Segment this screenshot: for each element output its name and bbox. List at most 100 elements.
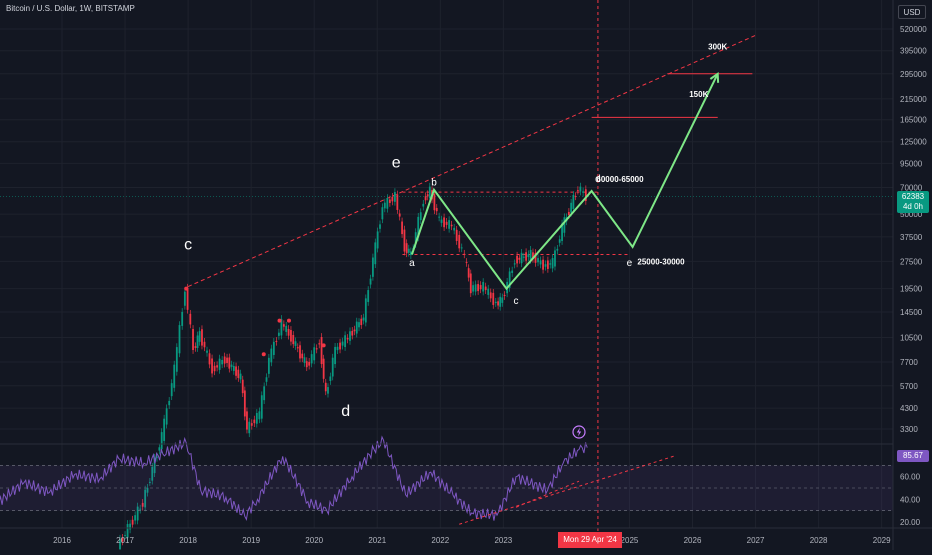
pivot-marker [184,286,189,291]
candle-body [396,194,399,210]
price-tick-label: 27500 [900,257,923,266]
price-tick-label: 50000 [900,210,923,219]
candle-body [499,296,502,307]
candle-body [305,361,308,368]
candle-body [440,219,443,223]
candle-body [218,358,221,370]
candle-body [151,466,154,481]
price-tick-label: 520000 [900,25,927,34]
candle-body [287,328,290,336]
candle-body [426,194,429,197]
candle-body [318,343,321,345]
price-tick-label: 215000 [900,95,927,104]
candle-body [148,481,151,483]
candle-body [181,311,184,326]
price-tick-label: 395000 [900,47,927,56]
projection-line [410,73,719,291]
swing-label: c [513,296,518,307]
candle-body [139,508,142,510]
candle-body [201,329,203,346]
price-tick-label: 37500 [900,233,923,242]
pivot-marker [286,318,291,323]
candle-body [163,418,166,441]
rsi-tick-label: 40.00 [900,495,921,504]
candle-body [158,447,161,451]
candle-body [576,190,579,192]
time-tick-label: 2025 [621,536,639,545]
candle-body [230,364,233,367]
candle-body [228,357,231,369]
candle-body [539,260,542,265]
rsi-tick-label: 60.00 [900,473,921,482]
lightning-icon[interactable] [572,425,586,439]
price-tick-label: 125000 [900,138,927,147]
candle-body [405,243,408,254]
candle-body [358,322,360,328]
candle-body [494,301,497,304]
candle-body [258,411,261,420]
rsi-tick-label: 20.00 [900,518,921,527]
candle-body [144,489,147,508]
candle-body [322,358,325,379]
candle-body [339,342,341,350]
candle-body [572,194,575,209]
price-tick-label: 7700 [900,358,918,367]
candle-body [398,213,401,217]
candle-body [424,196,427,201]
price-tick-label: 3300 [900,425,918,434]
candle-body [299,345,301,359]
last-price-badge: 62383 4d 0h [897,191,929,213]
price-tick-label: 5700 [900,382,918,391]
candle-body [463,253,466,255]
candle-body [156,456,158,458]
candle-body [546,260,549,269]
candle-body [383,202,386,209]
currency-button[interactable]: USD [898,5,926,19]
candle-body [453,227,456,231]
candle-body [290,329,292,342]
candle-body [450,224,453,227]
candle-body [211,358,213,374]
candle-body [334,346,336,365]
candle-body [308,361,311,366]
candle-body [529,249,532,260]
candle-body [313,347,316,361]
candle-body [248,421,251,434]
candle-body [501,297,504,303]
candle-body [294,341,297,347]
candle-body [516,255,518,264]
candle-body [364,298,367,323]
pivot-marker [277,318,282,323]
candle-body [409,251,412,256]
candle-body [492,292,495,305]
candle-body [134,515,137,521]
projection-arrowhead [709,71,720,83]
swing-label: d [595,174,601,185]
candle-body [226,357,228,364]
candle-body [534,252,537,263]
price-tick-label: 165000 [900,116,927,125]
candle-body [165,408,168,425]
candle-body [443,217,445,228]
candle-body [296,347,299,349]
candle-body [460,247,463,249]
candle-body [280,319,283,336]
candle-body [263,386,266,401]
swing-labels: c d e b a c d e 300K 150K 60000-65000 25000-30000 [184,43,727,420]
candle-body [213,365,216,372]
candle-body [570,202,573,213]
grid [0,0,893,528]
candle-body [474,284,477,292]
candle-body [194,346,197,348]
price-tick-label: 70000 [900,184,923,193]
candle-body [183,291,186,306]
candle-body [346,338,349,340]
candle-body [445,221,448,225]
rsi-trendline [515,480,580,508]
candle-body [255,412,258,424]
candle-body [544,264,547,267]
candle-body [246,411,248,430]
